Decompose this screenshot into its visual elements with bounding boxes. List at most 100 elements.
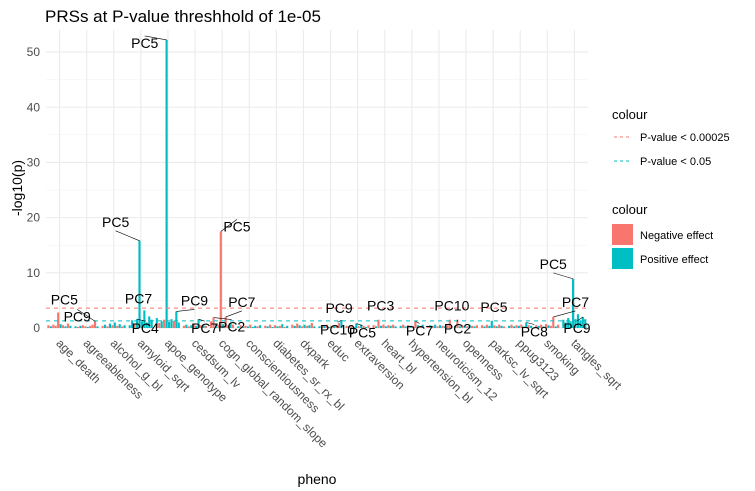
bar [244,325,247,328]
bar [121,326,124,328]
bar [145,322,148,328]
bar [490,320,493,328]
bar [79,325,82,328]
bar [537,325,540,328]
bar [357,326,360,328]
bar [332,326,336,328]
bar [579,320,582,328]
legend-fill-label: Negative effect [640,230,713,242]
bar [530,325,533,328]
bar [138,240,141,328]
bar [47,325,50,328]
pc-annotation-connector [176,309,195,312]
bar [192,324,195,328]
bar [133,323,136,328]
bar [246,326,249,328]
bar [150,319,153,328]
y-tick-label: 0 [33,321,40,335]
legend-fill-label: Positive effect [640,254,708,266]
bar [237,326,240,328]
pc-annotation-connector [198,318,205,322]
bar [374,326,378,328]
y-axis-title: -log10(p) [9,160,25,216]
bar [364,326,368,328]
bar [231,324,235,328]
bar [293,325,296,328]
pc-annotation-connector [553,310,576,318]
bar [473,326,476,328]
bar [389,325,392,328]
bar [345,325,348,328]
bar [217,324,220,328]
bar [185,324,188,328]
legend-title-lines: colour [612,107,648,122]
bar [542,326,545,328]
bar [106,326,109,328]
bar [219,231,222,328]
pc-annotations: PC5PC9PC5PC7PC4PC5PC9PC7PC5PC7PC2PC9PC10… [51,35,591,341]
bar [483,326,486,328]
pc-annotation-label: PC5 [540,256,567,272]
bar [470,325,474,328]
bar [394,326,397,328]
bar [54,325,57,328]
bar [335,325,338,328]
pc-annotation-label: PC8 [521,323,548,339]
bar [320,325,323,328]
pc-annotation-connector [220,219,238,232]
bar [199,325,203,328]
bar [318,326,321,328]
bar [81,325,84,328]
bar [264,325,267,328]
pc-annotation-connector [553,272,574,280]
pc-annotation-connector [356,323,363,326]
bar [249,324,252,328]
pc-annotation-label: PC5 [223,218,250,234]
legend: colour P-value < 0.00025 P-value < 0.05 col… [612,107,730,269]
bar [372,325,375,328]
bar [66,323,70,328]
bar [352,326,355,328]
bar [84,326,87,328]
bar [347,326,351,328]
bar [360,324,363,328]
bar [557,324,560,328]
bar [155,318,158,328]
y-tick-label: 20 [27,211,41,225]
bar [475,325,478,328]
bar [581,316,584,328]
bar [399,325,402,328]
bar [148,316,151,328]
bar [540,324,543,328]
bar [271,326,274,328]
bar [172,320,175,328]
bar [310,323,313,328]
bar [123,325,126,328]
bar [382,324,385,328]
pc-annotation-label: PC5 [51,292,78,308]
bar [276,326,279,328]
pc-annotation-connector [213,317,232,320]
legend-fill-key [612,224,633,245]
legend-line-label: P-value < 0.00025 [640,132,730,144]
pc-annotation-connector [526,322,535,325]
bar [187,326,190,328]
bar [298,325,301,328]
pc-annotation-label: PC5 [131,35,158,51]
pc-annotation-label: PC7 [562,294,589,310]
bar [61,325,65,328]
bar [500,325,503,328]
bar [313,326,316,328]
bar [419,326,422,328]
pc-annotation-label: PC3 [367,298,394,314]
bar [431,325,434,328]
bar [101,325,104,328]
bar [502,326,506,328]
bar [170,319,173,328]
bar [259,325,262,328]
bar [520,324,523,328]
bar [448,319,451,328]
pc-annotation-connector [144,35,167,41]
bar [177,322,180,328]
pc-annotation-label: PC4 [132,320,159,336]
